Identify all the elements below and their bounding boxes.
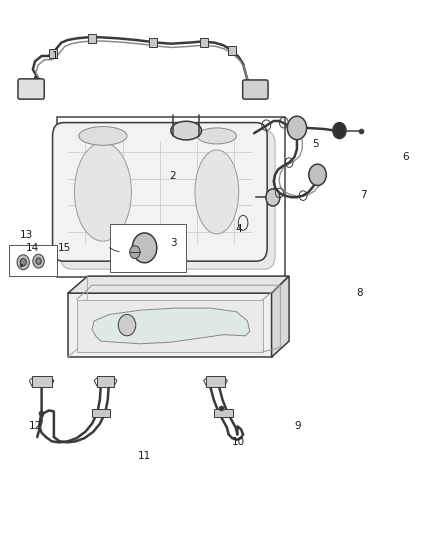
Text: 12: 12 [28,422,42,431]
Circle shape [132,233,157,263]
FancyBboxPatch shape [214,409,233,417]
Polygon shape [68,293,272,357]
FancyBboxPatch shape [32,376,52,387]
Text: 10: 10 [232,438,245,447]
FancyBboxPatch shape [60,131,275,269]
Text: 14: 14 [25,243,39,253]
Text: 2: 2 [170,171,177,181]
Circle shape [20,259,26,266]
Text: 1: 1 [51,51,58,61]
FancyBboxPatch shape [200,38,208,47]
Ellipse shape [197,128,237,144]
Circle shape [118,314,136,336]
FancyBboxPatch shape [53,123,267,261]
Text: 4: 4 [235,224,242,234]
FancyBboxPatch shape [97,376,114,387]
Circle shape [309,164,326,185]
Circle shape [266,189,280,206]
Text: 5: 5 [312,139,319,149]
Polygon shape [272,276,289,357]
Ellipse shape [74,143,131,241]
Text: 3: 3 [170,238,177,247]
FancyBboxPatch shape [57,117,285,277]
Ellipse shape [79,127,127,146]
FancyBboxPatch shape [206,376,225,387]
FancyBboxPatch shape [110,224,186,272]
Circle shape [17,255,29,270]
Text: 9: 9 [294,422,301,431]
FancyBboxPatch shape [228,46,236,55]
Text: 7: 7 [360,190,367,199]
FancyBboxPatch shape [18,79,44,99]
Text: 6: 6 [402,152,409,162]
Circle shape [33,254,44,268]
Ellipse shape [195,150,239,234]
Text: 15: 15 [58,243,71,253]
Text: 8: 8 [356,288,363,298]
Circle shape [36,258,41,264]
Polygon shape [92,308,250,344]
FancyBboxPatch shape [9,245,57,276]
FancyBboxPatch shape [88,34,96,43]
Text: 11: 11 [138,451,151,461]
FancyBboxPatch shape [49,49,57,58]
Circle shape [287,116,307,140]
Circle shape [130,246,140,259]
Text: 13: 13 [20,230,33,239]
FancyBboxPatch shape [92,409,110,417]
FancyBboxPatch shape [149,38,157,47]
Polygon shape [77,300,263,352]
FancyBboxPatch shape [243,80,268,99]
Circle shape [333,123,346,139]
Polygon shape [68,276,289,293]
Ellipse shape [171,122,201,140]
